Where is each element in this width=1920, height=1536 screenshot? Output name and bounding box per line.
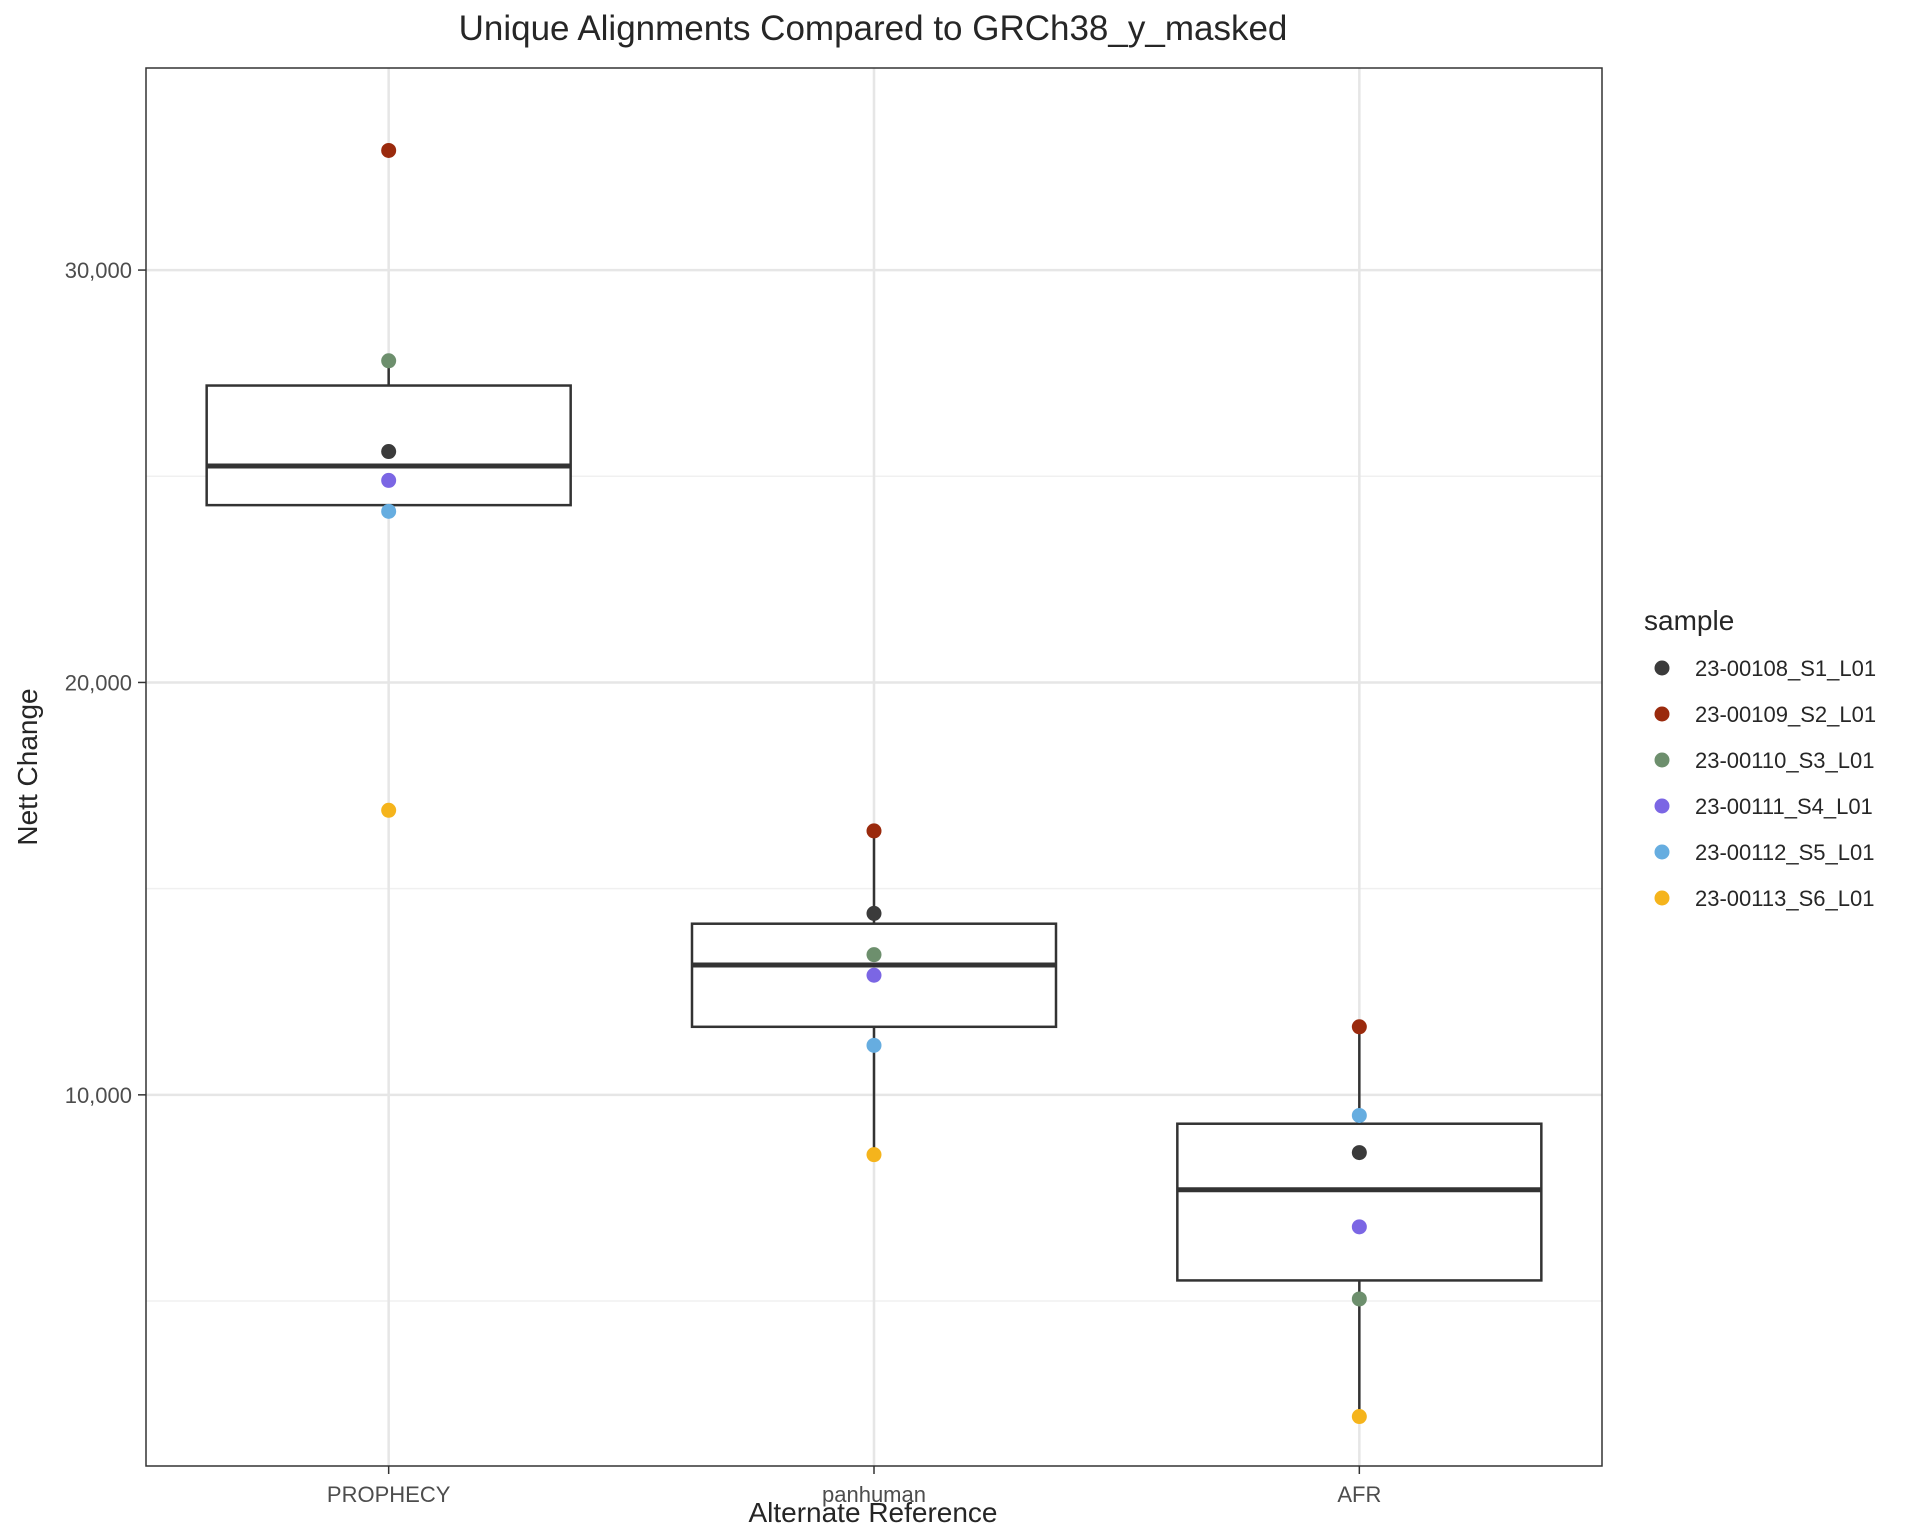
legend-label-23-00112_s5_l01: 23-00112_S5_L01 bbox=[1695, 840, 1874, 865]
legend-key-23-00110_s3_l01 bbox=[1654, 752, 1670, 768]
point-afr-23-00111_s4_l01 bbox=[1351, 1219, 1367, 1235]
legend-key-23-00108_s1_l01 bbox=[1654, 660, 1670, 676]
point-afr-23-00110_s3_l01 bbox=[1351, 1291, 1367, 1307]
point-prophecy-23-00110_s3_l01 bbox=[381, 353, 397, 369]
y-axis-title: Nett Change bbox=[12, 688, 43, 845]
legend-key-23-00111_s4_l01 bbox=[1654, 798, 1670, 814]
boxplot-panhuman bbox=[690, 830, 1058, 1155]
point-prophecy-23-00113_s6_l01 bbox=[381, 802, 397, 818]
y-axis: 10,000 20,000 30,000 bbox=[65, 258, 146, 1108]
point-panhuman-23-00108_s1_l01 bbox=[866, 905, 882, 921]
legend-label-23-00111_s4_l01: 23-00111_S4_L01 bbox=[1695, 794, 1873, 819]
point-panhuman-23-00110_s3_l01 bbox=[866, 947, 882, 963]
x-tick-label: PROPHECY bbox=[327, 1482, 451, 1507]
x-tick-label: panhuman bbox=[822, 1482, 926, 1507]
y-tick-label: 10,000 bbox=[65, 1083, 132, 1108]
point-panhuman-23-00111_s4_l01 bbox=[866, 967, 882, 983]
legend-label-23-00108_s1_l01: 23-00108_S1_L01 bbox=[1695, 656, 1876, 681]
point-prophecy-23-00109_s2_l01 bbox=[381, 142, 397, 158]
legend-label-23-00109_s2_l01: 23-00109_S2_L01 bbox=[1695, 702, 1876, 727]
x-axis: PROPHECY panhuman AFR bbox=[327, 1466, 1381, 1507]
y-tick-label: 30,000 bbox=[65, 258, 132, 283]
point-afr-23-00112_s5_l01 bbox=[1351, 1107, 1367, 1123]
data-points bbox=[381, 142, 1367, 1425]
x-axis-title: Alternate Reference bbox=[748, 1497, 997, 1528]
point-afr-23-00109_s2_l01 bbox=[1351, 1019, 1367, 1035]
chart-title: Unique Alignments Compared to GRCh38_y_m… bbox=[459, 9, 1288, 48]
point-prophecy-23-00108_s1_l01 bbox=[381, 444, 397, 460]
point-prophecy-23-00111_s4_l01 bbox=[381, 472, 397, 488]
legend-label-23-00113_s6_l01: 23-00113_S6_L01 bbox=[1695, 886, 1874, 911]
legend-title: sample bbox=[1644, 605, 1734, 636]
legend-key-23-00112_s5_l01 bbox=[1654, 844, 1670, 860]
y-tick-label: 20,000 bbox=[65, 670, 132, 695]
point-panhuman-23-00112_s5_l01 bbox=[866, 1037, 882, 1053]
point-afr-23-00113_s6_l01 bbox=[1351, 1409, 1367, 1425]
x-tick-label: AFR bbox=[1337, 1482, 1381, 1507]
point-prophecy-23-00112_s5_l01 bbox=[381, 503, 397, 519]
point-panhuman-23-00109_s2_l01 bbox=[866, 823, 882, 839]
legend-label-23-00110_s3_l01: 23-00110_S3_L01 bbox=[1695, 748, 1874, 773]
legend: sample 23-00108_S1_L01 23-00109_S2_L01 23-… bbox=[1644, 605, 1876, 911]
legend-key-23-00113_s6_l01 bbox=[1654, 890, 1670, 906]
point-afr-23-00108_s1_l01 bbox=[1351, 1145, 1367, 1161]
point-panhuman-23-00113_s6_l01 bbox=[866, 1147, 882, 1163]
legend-key-23-00109_s2_l01 bbox=[1654, 706, 1670, 722]
